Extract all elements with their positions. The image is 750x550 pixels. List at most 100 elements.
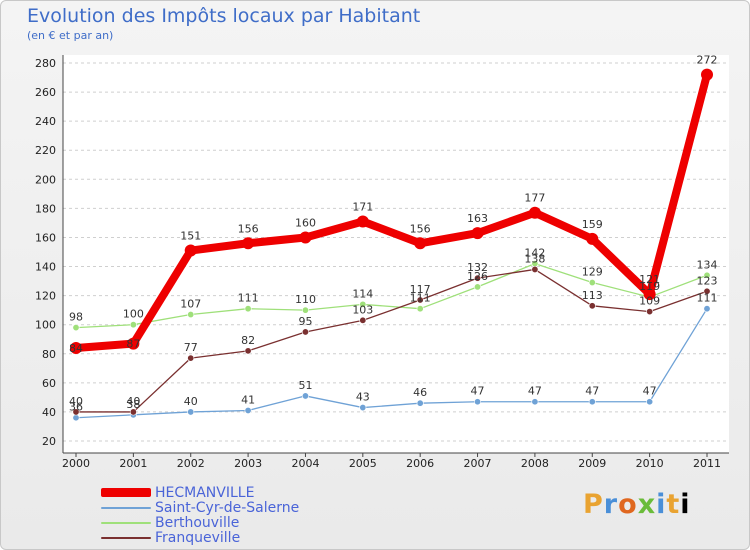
data-label: 107 — [180, 298, 201, 311]
data-label: 40 — [126, 395, 140, 408]
data-point — [244, 406, 252, 414]
data-label: 123 — [697, 274, 718, 287]
data-point — [129, 408, 137, 416]
x-tick-label: 2000 — [62, 457, 90, 470]
data-label: 138 — [524, 252, 545, 265]
data-point — [301, 328, 309, 336]
y-tick-label: 220 — [35, 144, 56, 157]
x-tick-label: 2007 — [464, 457, 492, 470]
data-label: 117 — [410, 283, 431, 296]
data-label: 132 — [467, 261, 488, 274]
y-tick-label: 20 — [42, 435, 56, 448]
data-point — [643, 288, 656, 301]
data-label: 98 — [69, 311, 83, 324]
chart-subtitle: (en € et par an) — [27, 29, 114, 42]
data-label: 109 — [639, 295, 660, 308]
data-label: 134 — [697, 258, 718, 271]
data-label: 163 — [467, 212, 488, 225]
data-label: 156 — [410, 222, 431, 235]
y-tick-label: 180 — [35, 202, 56, 215]
data-label: 100 — [123, 308, 144, 321]
data-point — [414, 237, 427, 250]
data-label: 47 — [585, 385, 599, 398]
legend-label: Berthouville — [155, 514, 240, 531]
data-label: 82 — [241, 334, 255, 347]
data-point — [703, 305, 711, 313]
data-point — [531, 398, 539, 406]
data-label: 156 — [238, 222, 259, 235]
legend-label: Franqueville — [155, 529, 241, 546]
y-tick-label: 160 — [35, 231, 56, 244]
data-point — [187, 408, 195, 416]
y-tick-label: 200 — [35, 173, 56, 186]
data-label: 36 — [69, 401, 83, 414]
data-point — [299, 231, 312, 244]
data-label: 47 — [643, 385, 657, 398]
data-label: 151 — [180, 230, 201, 243]
chart-title: Evolution des Impôts locaux par Habitant — [27, 5, 421, 27]
data-point — [416, 305, 424, 313]
data-point — [187, 354, 195, 362]
data-point — [416, 399, 424, 407]
data-label: 171 — [352, 200, 373, 213]
data-point — [184, 244, 197, 257]
data-point — [586, 232, 599, 245]
data-label: 114 — [352, 287, 373, 300]
data-point — [359, 300, 367, 308]
data-point — [703, 271, 711, 279]
x-tick-label: 2002 — [177, 457, 205, 470]
x-tick-label: 2008 — [521, 457, 549, 470]
data-label: 113 — [582, 289, 603, 302]
legend-swatch — [101, 506, 151, 509]
x-tick-label: 2005 — [349, 457, 377, 470]
data-point — [528, 206, 541, 219]
data-point — [72, 324, 80, 332]
logo-letter: x — [637, 489, 657, 520]
y-tick-label: 60 — [42, 377, 56, 390]
legend-item-saint-cyr-de-salerne: Saint-Cyr-de-Salerne — [101, 499, 300, 516]
data-label: 111 — [238, 292, 259, 305]
proxiti-logo: Proxiti — [583, 489, 691, 520]
data-label: 46 — [413, 386, 427, 399]
series-line-berthouville — [75, 262, 708, 329]
data-label: 111 — [697, 292, 718, 305]
legend-label: HECMANVILLE — [155, 484, 255, 501]
data-label: 77 — [184, 341, 198, 354]
x-tick-label: 2001 — [119, 457, 147, 470]
y-tick-label: 240 — [35, 115, 56, 128]
legend-item-hecmanville: HECMANVILLE — [101, 484, 299, 501]
data-label: 38 — [126, 398, 140, 411]
logo-letter: o — [618, 489, 638, 520]
data-label: 110 — [295, 293, 316, 306]
data-label: 47 — [528, 385, 542, 398]
x-tick-label: 2006 — [406, 457, 434, 470]
data-label: 159 — [582, 218, 603, 231]
series-line-saint-cyr-de-salerne — [75, 308, 708, 419]
logo-letter: r — [603, 489, 619, 520]
data-point — [301, 306, 309, 314]
data-point — [70, 341, 82, 354]
legend-swatch — [101, 536, 151, 539]
data-point — [531, 265, 539, 273]
legend-swatch — [101, 488, 151, 497]
data-label: 129 — [582, 266, 603, 279]
data-point — [359, 316, 367, 324]
y-tick-label: 140 — [35, 261, 56, 274]
x-tick-label: 2010 — [636, 457, 664, 470]
y-tick-label: 120 — [35, 290, 56, 303]
data-point — [359, 404, 367, 412]
data-label: 40 — [184, 395, 198, 408]
series-line-franqueville — [75, 268, 708, 413]
y-tick-label: 280 — [35, 57, 56, 70]
logo-letter: i — [680, 489, 691, 520]
data-point — [187, 311, 195, 319]
y-tick-label: 260 — [35, 86, 56, 99]
data-label: 51 — [298, 379, 312, 392]
legend-label: Saint-Cyr-de-Salerne — [155, 499, 300, 516]
data-label: 177 — [524, 192, 545, 205]
data-label: 126 — [467, 270, 488, 283]
legend: HECMANVILLE Saint-Cyr-de-Salerne Berthou… — [101, 484, 300, 546]
data-point — [127, 337, 140, 350]
data-point — [474, 274, 482, 282]
